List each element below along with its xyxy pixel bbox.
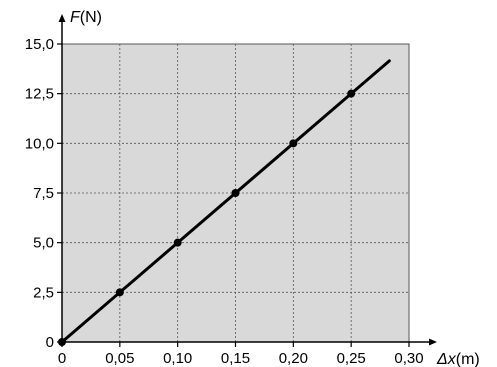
y-axis-label: F(N) (70, 9, 102, 26)
x-tick-label: 0,10 (163, 350, 192, 367)
y-tick-label: 5,0 (33, 235, 54, 252)
x-axis-arrow (429, 338, 437, 346)
y-tick-label: 0 (46, 334, 54, 351)
x-tick-label: 0,30 (394, 350, 423, 367)
x-tick-label: 0,05 (105, 350, 134, 367)
data-point (173, 238, 182, 247)
data-point (289, 139, 298, 148)
data-point (58, 338, 66, 346)
series-line (60, 59, 391, 344)
series-line-path (60, 59, 391, 344)
axes (57, 14, 437, 347)
x-tick-label: 0 (58, 350, 66, 367)
x-tick-label: 0,15 (221, 350, 250, 367)
tick-labels: 0 2,5 5,0 7,5 10,0 12,5 15,0 0 0,05 0,10 0,15 0,20 0… (25, 36, 424, 367)
y-tick-label: 7,5 (33, 185, 54, 202)
x-tick-label: 0,20 (279, 350, 308, 367)
y-tick-label: 2,5 (33, 284, 54, 301)
x-axis-symbol: Δx (436, 351, 457, 367)
y-tick-label: 12,5 (25, 86, 54, 103)
data-points (58, 89, 356, 346)
y-axis-arrow (58, 14, 66, 22)
y-tick-label: 10,0 (25, 135, 54, 152)
data-point (115, 288, 124, 297)
data-point (231, 189, 240, 197)
x-tick-label: 0,25 (337, 350, 366, 367)
x-axis-unit: (m) (456, 351, 480, 367)
y-tick-label: 15,0 (25, 36, 54, 53)
y-axis-unit: (N) (80, 9, 102, 26)
data-point (347, 89, 356, 98)
y-axis-symbol: F (70, 9, 81, 26)
x-axis-label: Δx(m) (436, 351, 480, 367)
